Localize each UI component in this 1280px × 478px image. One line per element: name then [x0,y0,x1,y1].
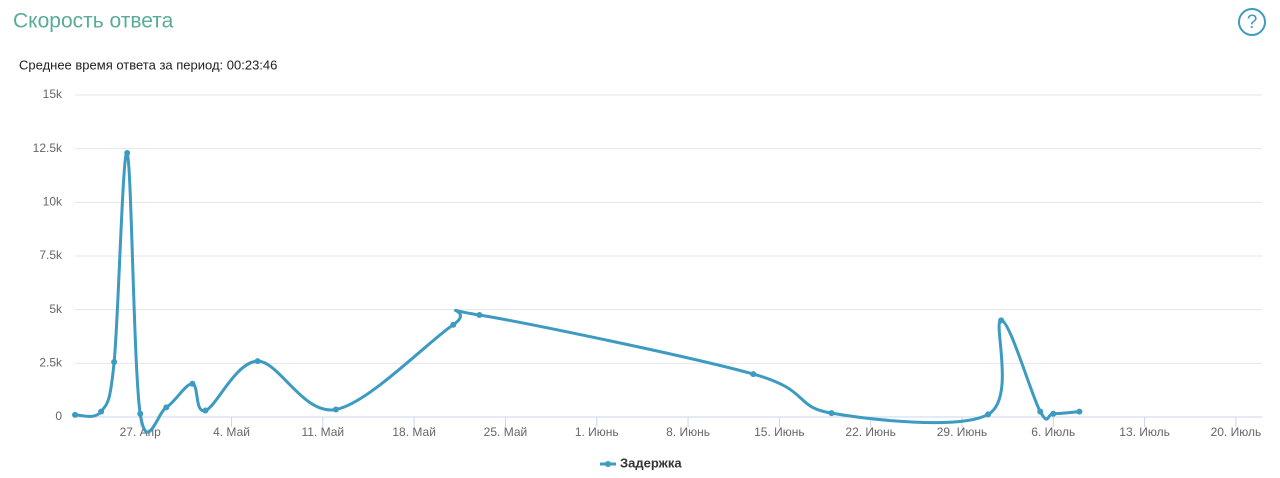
data-point [163,404,170,411]
x-tick-label: 15. Июнь [754,425,805,439]
data-point [124,149,131,156]
legend-marker [605,461,611,467]
x-tick-label: 20. Июль [1211,425,1262,439]
page-title: Скорость ответа [13,10,174,33]
y-tick-label: 12.5k [33,141,63,155]
x-tick-label: 11. Май [302,425,345,439]
x-tick-label: 18. Май [392,425,436,439]
data-point [332,406,339,413]
data-point [476,312,483,319]
data-point [254,358,261,365]
data-point [137,410,144,417]
y-tick-label: 5k [49,302,63,316]
x-tick-label: 22. Июнь [845,425,896,439]
data-point [450,321,457,328]
data-point [828,410,835,417]
help-icon-label[interactable]: ? [1247,12,1258,33]
y-tick-label: 15k [43,87,63,101]
x-tick-label: 4. Май [213,425,250,439]
x-tick-label: 1. Июнь [575,425,619,439]
data-point [1076,408,1083,415]
data-point [998,317,1005,324]
x-tick-label: 13. Июль [1119,425,1170,439]
legend-label: Задержка [620,455,682,470]
x-tick-label: 27. Апр [120,425,162,439]
data-point [189,380,196,387]
data-point [98,408,105,415]
data-point [202,407,209,414]
data-point [985,411,992,418]
y-tick-label: 10k [43,195,63,209]
x-tick-label: 6. Июль [1031,425,1075,439]
data-point [72,411,78,418]
data-point [1050,410,1057,417]
x-tick-label: 29. Июнь [937,425,988,439]
y-tick-label: 2.5k [39,356,63,370]
data-point [1037,408,1044,415]
data-point [111,359,118,366]
data-point [750,371,757,378]
subtitle: Среднее время ответа за период: 00:23:46 [19,57,277,72]
x-tick-label: 25. Май [484,425,528,439]
y-tick-label: 7.5k [39,248,63,262]
x-tick-label: 8. Июнь [666,425,710,439]
help-icon[interactable] [1238,8,1266,36]
line-series [74,151,1080,434]
y-tick-label: 0 [55,409,62,423]
